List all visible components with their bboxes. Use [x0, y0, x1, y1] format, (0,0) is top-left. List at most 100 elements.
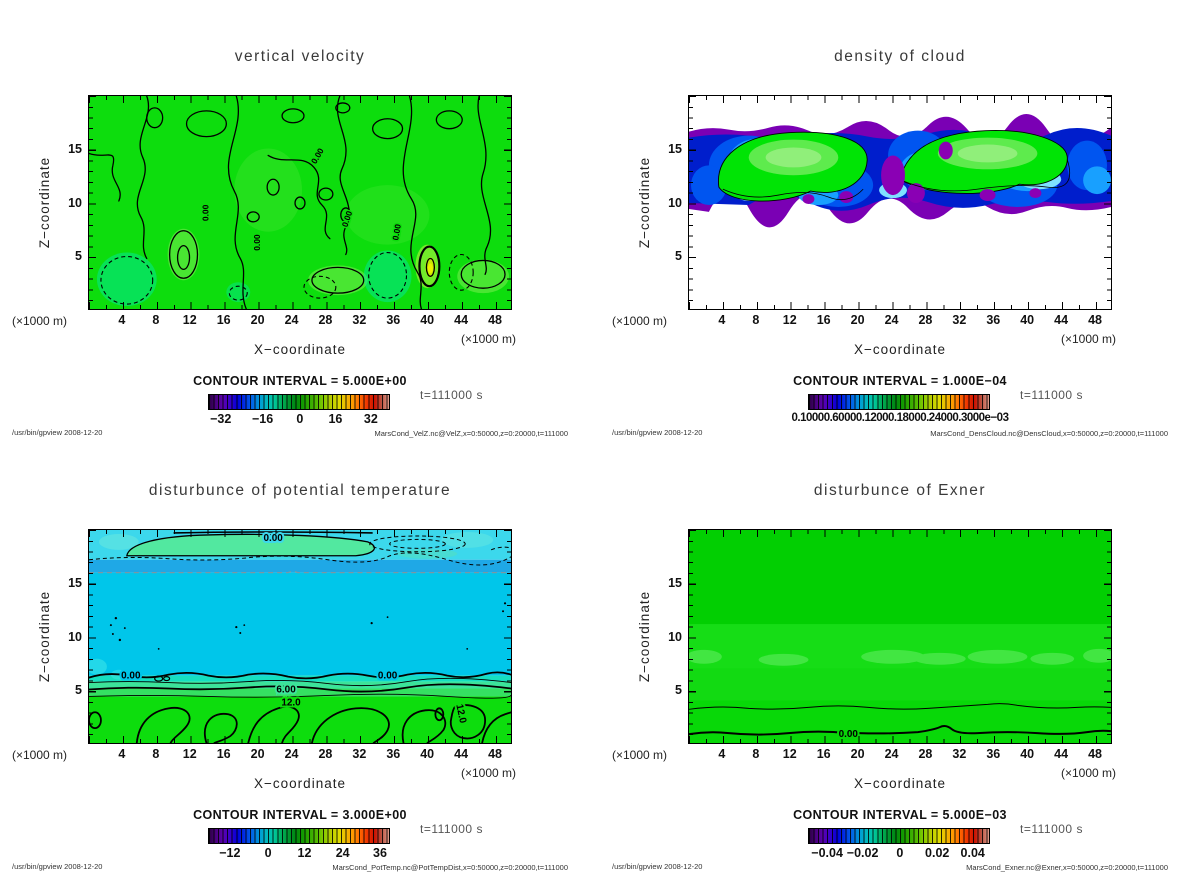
colorbar-tick-label: −12	[219, 846, 241, 860]
x-tick-label: 48	[488, 747, 502, 761]
footer-generator: /usr/bin/gpview 2008-12-20	[612, 428, 703, 437]
panel-density-of-cloud: density of cloud Z−coordinate 15 10 5	[600, 0, 1200, 438]
contour-interval-label: CONTOUR INTERVAL = 3.000E+00	[193, 808, 407, 822]
x-axis-ticks-top	[89, 530, 511, 537]
x-tick-label: 36	[986, 747, 1001, 761]
x-tick-label: 28	[318, 313, 333, 327]
panel-title: vertical velocity	[234, 48, 366, 65]
x-tick-label: 20	[250, 313, 265, 327]
z-axis-ticks-right	[1104, 530, 1111, 743]
x-tick-label: 36	[386, 747, 401, 761]
colorbar-tick-label: 36	[373, 846, 387, 860]
x-tick-label: 24	[884, 313, 899, 327]
x-tick-label: 44	[1054, 313, 1069, 327]
colorbar-tick-label: 32	[363, 412, 378, 426]
z-tick-label: 15	[68, 575, 82, 590]
axis-unit-left: (×1000 m)	[612, 748, 668, 762]
x-tick-labels: 4 8 12 16 20 24 28 32 36 40 44 48	[88, 747, 512, 763]
axis-unit-left: (×1000 m)	[12, 748, 68, 762]
x-tick-label: 48	[1088, 747, 1102, 761]
x-tick-label: 48	[488, 313, 502, 327]
z-tick-label: 10	[668, 195, 682, 210]
plot-frame	[688, 95, 1112, 310]
x-tick-label: 28	[918, 747, 933, 761]
panel-potential-temperature: disturbunce of potential temperature Z−c…	[0, 434, 600, 872]
colorbar-tick-label: 16	[328, 412, 343, 426]
panel-exner: disturbunce of Exner Z−coordinate 15 10 5	[600, 434, 1200, 872]
x-tick-label: 8	[152, 747, 160, 761]
colorbar-tick-label: 0.02	[925, 846, 950, 860]
x-tick-label: 44	[1054, 747, 1069, 761]
z-tick-label: 5	[675, 683, 682, 698]
colorbar-tick-labels: −12 0 12 24 36	[208, 846, 390, 861]
x-tick-label: 36	[386, 313, 401, 327]
x-tick-label: 20	[850, 747, 865, 761]
x-tick-label: 32	[352, 313, 367, 327]
x-tick-label: 8	[752, 313, 760, 327]
colorbar-tick-label: 0	[264, 846, 272, 860]
axis-unit-right: (×1000 m)	[460, 332, 516, 346]
x-tick-label: 4	[718, 747, 726, 761]
x-tick-label: 24	[284, 313, 299, 327]
x-tick-label: 16	[216, 747, 231, 761]
axis-unit-right: (×1000 m)	[460, 766, 516, 780]
x-tick-labels: 4 8 12 16 20 24 28 32 36 40 44 48	[688, 747, 1112, 763]
contour-label-0: 0.00	[200, 204, 210, 221]
contour-plot-exner: 0.00	[689, 530, 1111, 743]
x-tick-label: 28	[918, 313, 933, 327]
x-tick-label: 20	[250, 747, 265, 761]
x-tick-label: 40	[420, 747, 435, 761]
z-tick-labels: 15 10 5	[44, 529, 82, 744]
footer-dataset: MarsCond_VelZ.nc@VelZ,x=0:50000,z=0:2000…	[374, 429, 568, 438]
x-axis-ticks-bottom	[689, 302, 1111, 309]
z-tick-label: 10	[668, 629, 682, 644]
panel-title: disturbunce of Exner	[813, 482, 987, 499]
x-tick-label: 32	[952, 747, 967, 761]
x-tick-label: 4	[118, 313, 126, 327]
colorbar	[808, 394, 990, 410]
x-tick-label: 12	[782, 313, 797, 327]
z-axis-ticks-right	[1104, 96, 1111, 309]
x-tick-labels: 4 8 12 16 20 24 28 32 36 40 44 48	[88, 313, 512, 329]
colorbar-tick-label: 24	[335, 846, 350, 860]
footer-generator: /usr/bin/gpview 2008-12-20	[612, 862, 703, 871]
colorbar-tick-label: −0.02	[846, 846, 879, 860]
footer-generator: /usr/bin/gpview 2008-12-20	[12, 862, 103, 871]
contour-label-0: 0.00	[121, 671, 141, 682]
colorbar-tick-label: −32	[210, 412, 232, 426]
time-label: t=111000 s	[1020, 388, 1083, 402]
contour-label-6: 6.00	[276, 684, 296, 695]
z-axis-ticks-right	[504, 96, 511, 309]
x-tick-label: 40	[1020, 747, 1035, 761]
x-tick-label: 8	[152, 313, 160, 327]
contour-interval-label: CONTOUR INTERVAL = 5.000E−03	[793, 808, 1007, 822]
contour-label-0: 0.00	[390, 223, 403, 241]
z-tick-label: 5	[675, 249, 682, 264]
z-axis-ticks-left	[689, 96, 696, 309]
colorbar-tick-labels: −32 −16 0 16 32	[208, 412, 390, 427]
colorbar-tick-label: −16	[251, 412, 274, 426]
contour-label-0: 0.00	[252, 234, 262, 251]
footer-generator: /usr/bin/gpview 2008-12-20	[12, 428, 103, 437]
colorbar-tick-label: 0	[296, 412, 304, 426]
footer-dataset: MarsCond_DensCloud.nc@DensCloud,x=0:5000…	[930, 429, 1168, 438]
time-label: t=111000 s	[1020, 822, 1083, 836]
contour-plot-vertical-velocity: 0.00 0.00 0.00 0.00 0.00	[89, 96, 511, 309]
x-axis-ticks-bottom	[89, 736, 511, 743]
time-label: t=111000 s	[420, 822, 483, 836]
x-axis-ticks-bottom	[689, 736, 1111, 743]
contour-label-0: 0.00	[378, 671, 398, 682]
contour-interval-label: CONTOUR INTERVAL = 5.000E+00	[193, 374, 407, 388]
plot-frame: 0.00	[688, 529, 1112, 744]
x-axis-title: X−coordinate	[254, 342, 346, 357]
colorbar	[208, 828, 390, 844]
x-tick-label: 24	[284, 747, 299, 761]
x-axis-ticks-top	[689, 96, 1111, 103]
contour-plot-potential-temperature: 0.00 0.00 0.00 6.00 12.0 12.0	[89, 530, 511, 743]
z-axis-ticks-right	[504, 530, 511, 743]
x-tick-label: 32	[952, 313, 967, 327]
colorbar-tick-label: 0.04	[960, 846, 985, 860]
z-tick-labels: 15 10 5	[44, 95, 82, 310]
x-axis-title: X−coordinate	[254, 776, 346, 791]
